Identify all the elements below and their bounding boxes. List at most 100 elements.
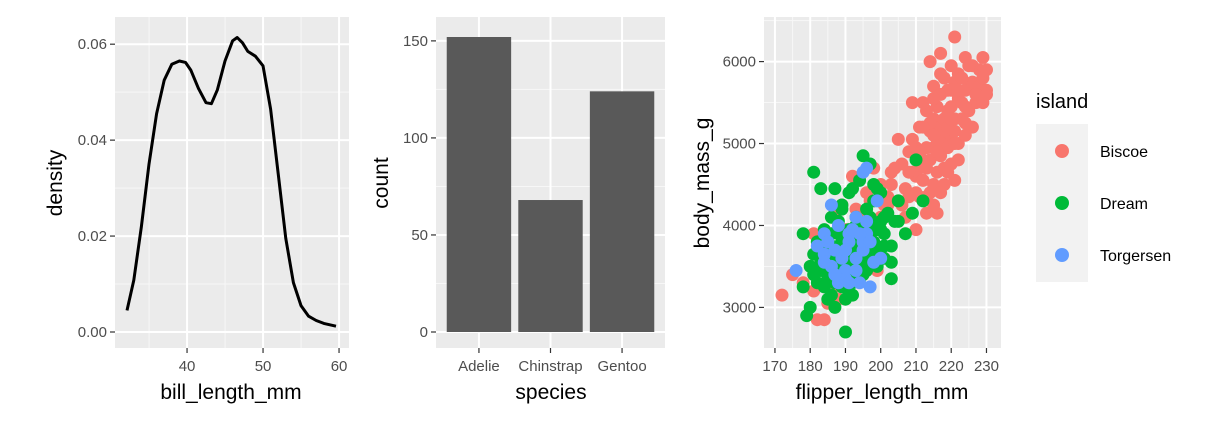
scatter-point-torgersen	[874, 251, 888, 265]
legend-key-biscoe	[1055, 144, 1069, 158]
scatter-point-dream	[898, 227, 912, 241]
density-x-tick-label: 40	[179, 358, 196, 375]
scatter-point-biscoe	[916, 96, 930, 110]
scatter-y-tick-label: 6000	[723, 54, 756, 71]
scatter-point-biscoe	[891, 132, 905, 146]
scatter-x-tick-label: 190	[833, 358, 858, 375]
scatter-point-biscoe	[916, 173, 930, 187]
scatter-point-biscoe	[976, 51, 990, 64]
scatter-point-biscoe	[951, 153, 965, 167]
density-plot-background	[115, 17, 349, 348]
scatter-point-torgersen	[831, 219, 845, 232]
legend-label-dream: Dream	[1100, 196, 1148, 213]
scatter-point-dream	[839, 325, 852, 339]
density-y-tick-label: 0.00	[78, 324, 107, 341]
legend-title: island	[1036, 91, 1088, 113]
legend-entries: Biscoe Dream Torgersen	[1055, 144, 1171, 265]
bar-y-tick-label: 100	[403, 130, 428, 147]
scatter-point-dream	[842, 186, 856, 200]
scatter-point-biscoe	[923, 55, 937, 69]
legend-key-dream	[1055, 196, 1069, 210]
scatter-x-tick-label: 170	[762, 358, 787, 375]
bar-y-axis-title: count	[370, 157, 393, 209]
scatter-point-dream	[803, 259, 817, 273]
scatter-point-torgersen	[789, 264, 803, 277]
scatter-point-biscoe	[927, 128, 941, 142]
scatter-panel: 170 180 190 200 210 220 230 3000 4000 5000 6000 fl…	[691, 17, 1001, 404]
density-x-tick-label: 60	[331, 358, 348, 375]
scatter-point-biscoe	[888, 161, 902, 175]
scatter-point-biscoe	[916, 120, 930, 134]
density-axis-ticks: 40 50 60 0.00 0.02 0.04 0.06	[78, 36, 348, 375]
scatter-point-dream	[796, 280, 810, 294]
bar-gentoo	[589, 91, 655, 332]
scatter-point-biscoe	[909, 223, 923, 237]
scatter-x-tick-label: 230	[974, 358, 999, 375]
scatter-point-dream	[814, 182, 828, 196]
scatter-y-tick-label: 5000	[723, 136, 756, 153]
scatter-point-dream	[803, 300, 817, 314]
bar-x-tick-label: Gentoo	[597, 358, 646, 375]
bar-y-tick-label: 150	[403, 33, 428, 50]
scatter-point-dream	[909, 153, 923, 167]
bar-adelie	[446, 37, 512, 332]
scatter-point-dream	[877, 239, 891, 253]
density-x-tick-label: 50	[255, 358, 272, 375]
legend: island Biscoe Dream Torgersen	[1036, 91, 1171, 282]
scatter-point-torgersen	[860, 214, 874, 228]
scatter-point-torgersen	[817, 255, 831, 269]
scatter-point-dream	[835, 202, 849, 216]
scatter-point-dream	[877, 210, 891, 224]
legend-key-torgersen	[1055, 248, 1069, 262]
scatter-point-dream	[842, 288, 856, 302]
density-panel: 40 50 60 0.00 0.02 0.04 0.06 bill_length_mm de…	[44, 17, 349, 404]
bar-y-tick-label: 50	[411, 227, 428, 244]
density-x-axis-title: bill_length_mm	[160, 381, 301, 404]
scatter-point-dream	[916, 194, 930, 208]
scatter-x-tick-label: 200	[868, 358, 893, 375]
scatter-point-dream	[807, 165, 821, 179]
scatter-point-biscoe	[944, 112, 958, 126]
scatter-x-axis-title: flipper_length_mm	[796, 381, 969, 404]
scatter-point-torgersen	[853, 227, 867, 241]
bar-panel: Adelie Chinstrap Gentoo 0 50 100 150 species c…	[370, 17, 665, 404]
scatter-point-dream	[874, 223, 888, 237]
scatter-point-dream	[884, 255, 898, 269]
bar-y-tick-label: 0	[420, 324, 428, 341]
scatter-y-tick-label: 3000	[723, 299, 756, 316]
bar-marks	[446, 37, 655, 332]
scatter-x-tick-label: 180	[798, 358, 823, 375]
scatter-point-torgersen	[849, 264, 863, 277]
scatter-point-biscoe	[980, 63, 993, 77]
scatter-point-dream	[891, 194, 905, 208]
scatter-point-biscoe	[937, 161, 951, 175]
bar-x-tick-label: Chinstrap	[518, 358, 582, 375]
scatter-point-biscoe	[962, 59, 976, 73]
scatter-point-biscoe	[927, 92, 941, 105]
bar-axis-ticks: Adelie Chinstrap Gentoo 0 50 100 150	[403, 33, 647, 375]
scatter-y-tick-label: 4000	[723, 217, 756, 234]
scatter-y-axis-title: body_mass_g	[691, 118, 714, 249]
scatter-point-biscoe	[934, 186, 948, 200]
scatter-point-torgersen	[839, 243, 852, 257]
scatter-point-torgersen	[842, 276, 856, 290]
legend-label-torgersen: Torgersen	[1100, 248, 1171, 265]
scatter-point-biscoe	[951, 83, 965, 97]
scatter-point-biscoe	[948, 173, 962, 187]
scatter-point-biscoe	[927, 198, 941, 212]
scatter-point-dream	[891, 214, 905, 228]
scatter-point-biscoe	[934, 46, 948, 60]
scatter-point-biscoe	[948, 30, 962, 44]
bar-x-axis-title: species	[515, 381, 586, 404]
scatter-point-dream	[828, 182, 842, 196]
bar-chinstrap	[518, 200, 583, 332]
scatter-point-torgersen	[849, 210, 863, 224]
scatter-point-torgersen	[828, 268, 842, 282]
bar-x-tick-label: Adelie	[458, 358, 500, 375]
scatter-point-biscoe	[905, 96, 919, 110]
scatter-point-biscoe	[930, 145, 944, 159]
scatter-point-torgersen	[863, 280, 877, 294]
density-y-tick-label: 0.04	[78, 132, 107, 149]
scatter-point-biscoe	[902, 165, 916, 179]
